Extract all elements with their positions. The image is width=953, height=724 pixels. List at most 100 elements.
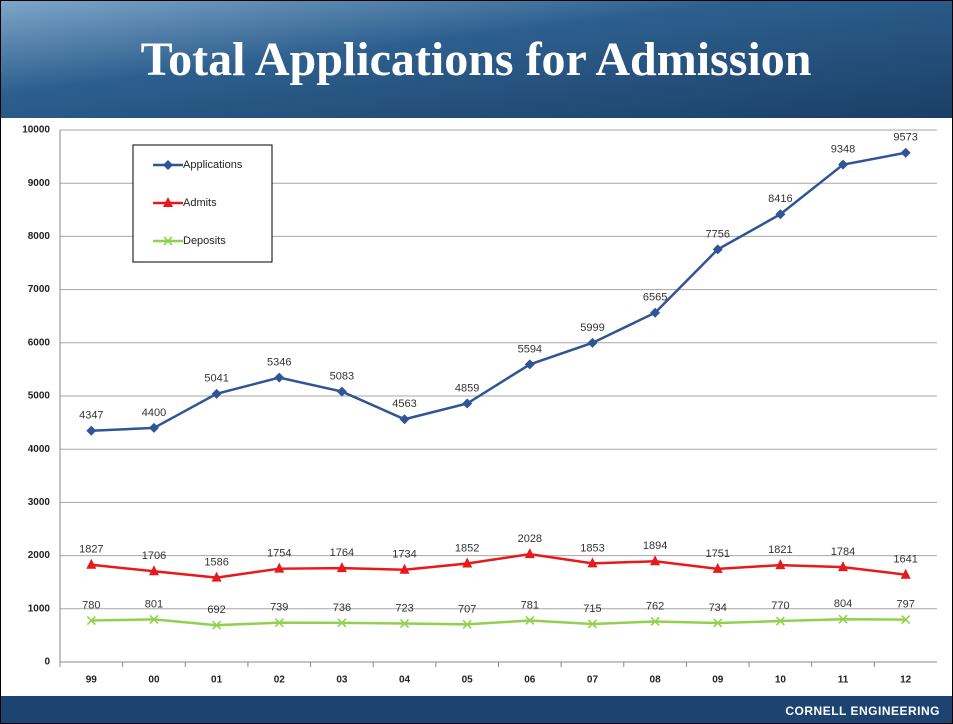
data-label: 762 bbox=[646, 600, 664, 612]
point bbox=[211, 571, 222, 582]
x-tick-label: 99 bbox=[86, 675, 98, 686]
point bbox=[650, 307, 661, 318]
point bbox=[336, 386, 347, 397]
data-label: 4859 bbox=[455, 382, 479, 394]
data-label: 5346 bbox=[267, 356, 291, 368]
point bbox=[838, 561, 849, 572]
point bbox=[148, 422, 159, 433]
x-tick-label: 06 bbox=[524, 675, 536, 686]
point bbox=[148, 565, 159, 576]
data-label: 781 bbox=[521, 599, 539, 611]
data-label: 797 bbox=[896, 599, 914, 611]
data-label: 6565 bbox=[643, 292, 667, 304]
point bbox=[838, 159, 849, 170]
point bbox=[462, 619, 472, 629]
point bbox=[900, 568, 911, 579]
point bbox=[712, 562, 723, 573]
data-label: 1827 bbox=[79, 544, 103, 556]
x-tick-label: 03 bbox=[336, 675, 348, 686]
point bbox=[211, 388, 222, 399]
data-label: 1852 bbox=[455, 542, 479, 554]
footer-text: CORNELL ENGINEERING bbox=[785, 704, 940, 718]
series-line bbox=[91, 617, 906, 627]
point bbox=[901, 615, 911, 625]
x-tick-label: 01 bbox=[211, 675, 223, 686]
data-label: 1784 bbox=[831, 546, 855, 558]
point bbox=[650, 555, 661, 566]
series-line bbox=[91, 151, 906, 432]
data-label: 723 bbox=[395, 602, 413, 614]
y-tick-label: 1000 bbox=[28, 603, 51, 614]
point bbox=[274, 618, 284, 628]
data-label: 5999 bbox=[580, 322, 604, 334]
series-line bbox=[91, 552, 906, 579]
point bbox=[462, 398, 473, 409]
data-label: 1641 bbox=[893, 554, 917, 566]
point bbox=[838, 614, 848, 624]
y-tick-label: 4000 bbox=[28, 444, 51, 455]
point bbox=[462, 557, 473, 568]
point bbox=[163, 236, 173, 246]
header-band bbox=[0, 0, 953, 118]
y-tick-label: 10000 bbox=[22, 125, 50, 136]
footer-band bbox=[0, 696, 953, 724]
point bbox=[900, 147, 911, 158]
data-label: 707 bbox=[458, 603, 476, 615]
point bbox=[274, 562, 285, 573]
y-tick-label: 2000 bbox=[28, 550, 51, 561]
point bbox=[524, 359, 535, 370]
point bbox=[525, 615, 535, 626]
data-label: 739 bbox=[270, 602, 288, 614]
legend-label: Applications bbox=[183, 159, 243, 171]
data-label: 1734 bbox=[392, 549, 416, 561]
point bbox=[587, 337, 598, 348]
x-tick-label: 10 bbox=[775, 675, 787, 686]
y-tick-label: 5000 bbox=[28, 391, 51, 402]
y-tick-label: 3000 bbox=[28, 497, 51, 508]
legend-label: Admits bbox=[183, 197, 217, 209]
point bbox=[212, 620, 222, 630]
data-label: 1821 bbox=[768, 544, 792, 556]
data-label: 736 bbox=[333, 602, 351, 614]
x-tick-label: 00 bbox=[148, 675, 160, 686]
data-label: 9573 bbox=[893, 132, 917, 144]
legend-label: Deposits bbox=[183, 235, 226, 247]
data-label: 1894 bbox=[643, 540, 667, 552]
data-label: 1751 bbox=[706, 548, 730, 560]
point bbox=[587, 557, 598, 568]
point bbox=[274, 372, 285, 383]
point bbox=[86, 558, 97, 569]
data-label: 770 bbox=[771, 600, 789, 612]
point bbox=[163, 197, 173, 207]
data-label: 801 bbox=[145, 598, 163, 610]
point bbox=[775, 616, 785, 626]
data-label: 4400 bbox=[142, 407, 166, 419]
point bbox=[149, 614, 159, 624]
x-tick-label: 09 bbox=[712, 675, 724, 686]
x-tick-label: 12 bbox=[900, 675, 912, 686]
data-label: 1706 bbox=[142, 550, 166, 562]
x-tick-label: 08 bbox=[650, 675, 662, 686]
data-label: 2028 bbox=[518, 533, 542, 545]
y-tick-label: 0 bbox=[44, 657, 50, 668]
data-label: 1586 bbox=[204, 557, 228, 569]
point bbox=[399, 414, 410, 425]
point bbox=[336, 562, 347, 573]
point bbox=[775, 559, 786, 570]
point bbox=[712, 244, 723, 255]
x-tick-label: 02 bbox=[274, 675, 286, 686]
data-label: 8416 bbox=[768, 193, 792, 205]
data-label: 1853 bbox=[580, 542, 604, 554]
data-label: 804 bbox=[834, 598, 852, 610]
y-tick-label: 6000 bbox=[28, 337, 51, 348]
data-label: 734 bbox=[709, 602, 727, 614]
data-label: 4347 bbox=[79, 410, 103, 422]
point bbox=[86, 615, 96, 626]
point bbox=[86, 425, 97, 436]
point bbox=[650, 616, 660, 627]
point bbox=[587, 619, 598, 629]
x-tick-label: 04 bbox=[399, 675, 411, 686]
data-label: 1764 bbox=[330, 547, 354, 559]
